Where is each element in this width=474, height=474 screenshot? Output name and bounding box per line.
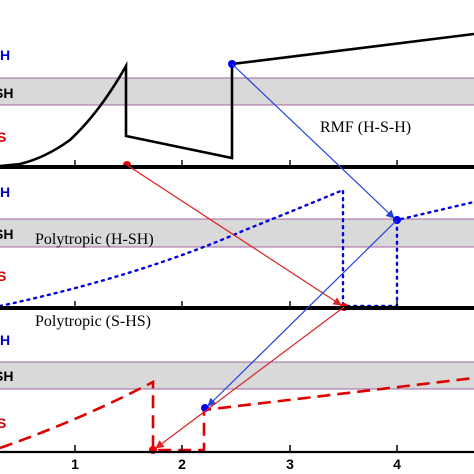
annotation-polytropic-hsh: Polytropic (H-SH): [35, 231, 154, 248]
label-middle-s: S: [0, 268, 6, 284]
shaded-band-bottom: [0, 362, 474, 389]
panel-bottom: H SH S Polytropic (S-HS) 1 2 3 4: [0, 308, 474, 472]
polytropic-shs-curve: [0, 376, 474, 452]
label-bottom-sh: SH: [0, 368, 13, 384]
label-bottom-s: S: [0, 415, 6, 431]
label-top-s: S: [0, 129, 6, 145]
x-tick-label-1: 1: [71, 456, 79, 472]
inner-axis-ticks: [74, 160, 398, 307]
x-tick-label-2: 2: [178, 456, 186, 472]
x-tick-label-3: 3: [286, 456, 294, 472]
panel-top: H SH S RMF (H-S-H): [0, 32, 474, 169]
shaded-band-top: [0, 78, 474, 105]
arrow-red-hsh-to-shs: [155, 306, 345, 449]
connecting-arrows: [126, 63, 398, 449]
x-ticks: 1 2 3 4: [71, 445, 401, 472]
polytropic-hsh-curve: [0, 188, 474, 308]
shaded-band-middle: [0, 219, 474, 247]
arrow-blue-rmf-to-hsh: [231, 63, 395, 219]
rmf-curve: [0, 32, 474, 168]
annotation-rmf: RMF (H-S-H): [320, 119, 411, 136]
arrow-red-rmf-to-hsh: [126, 164, 342, 306]
label-bottom-h: H: [0, 332, 10, 348]
label-middle-sh: SH: [0, 226, 13, 242]
label-top-sh: SH: [0, 85, 13, 101]
panel-middle: H SH S Polytropic (H-SH): [0, 167, 474, 311]
arrow-blue-hsh-to-shs: [207, 219, 398, 407]
label-top-h: H: [0, 47, 10, 63]
label-middle-h: H: [0, 184, 10, 200]
annotation-polytropic-shs: Polytropic (S-HS): [35, 313, 151, 330]
x-tick-label-4: 4: [393, 456, 401, 472]
